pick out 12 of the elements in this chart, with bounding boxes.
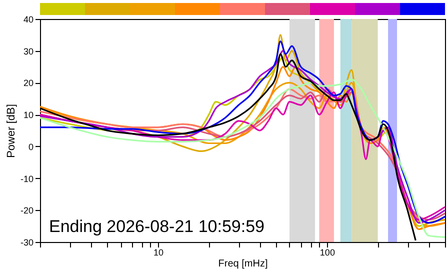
y-tick-label: 10	[23, 110, 34, 120]
y-tick-label: 40	[23, 14, 34, 24]
y-tick-label: 0	[28, 142, 34, 152]
y-tick-label: -30	[20, 238, 34, 248]
y-axis-title: Power [dB]	[5, 104, 18, 158]
x-tick-label: 100	[320, 248, 335, 258]
y-tick-label: -20	[20, 206, 34, 216]
y-tick-label: 30	[23, 46, 34, 56]
y-tick-label: 20	[23, 78, 34, 88]
y-tick-label: -10	[20, 174, 34, 184]
annotation: Ending 2026-08-21 10:59:59	[49, 217, 265, 236]
x-axis-title: Freq [mHz]	[218, 258, 268, 270]
